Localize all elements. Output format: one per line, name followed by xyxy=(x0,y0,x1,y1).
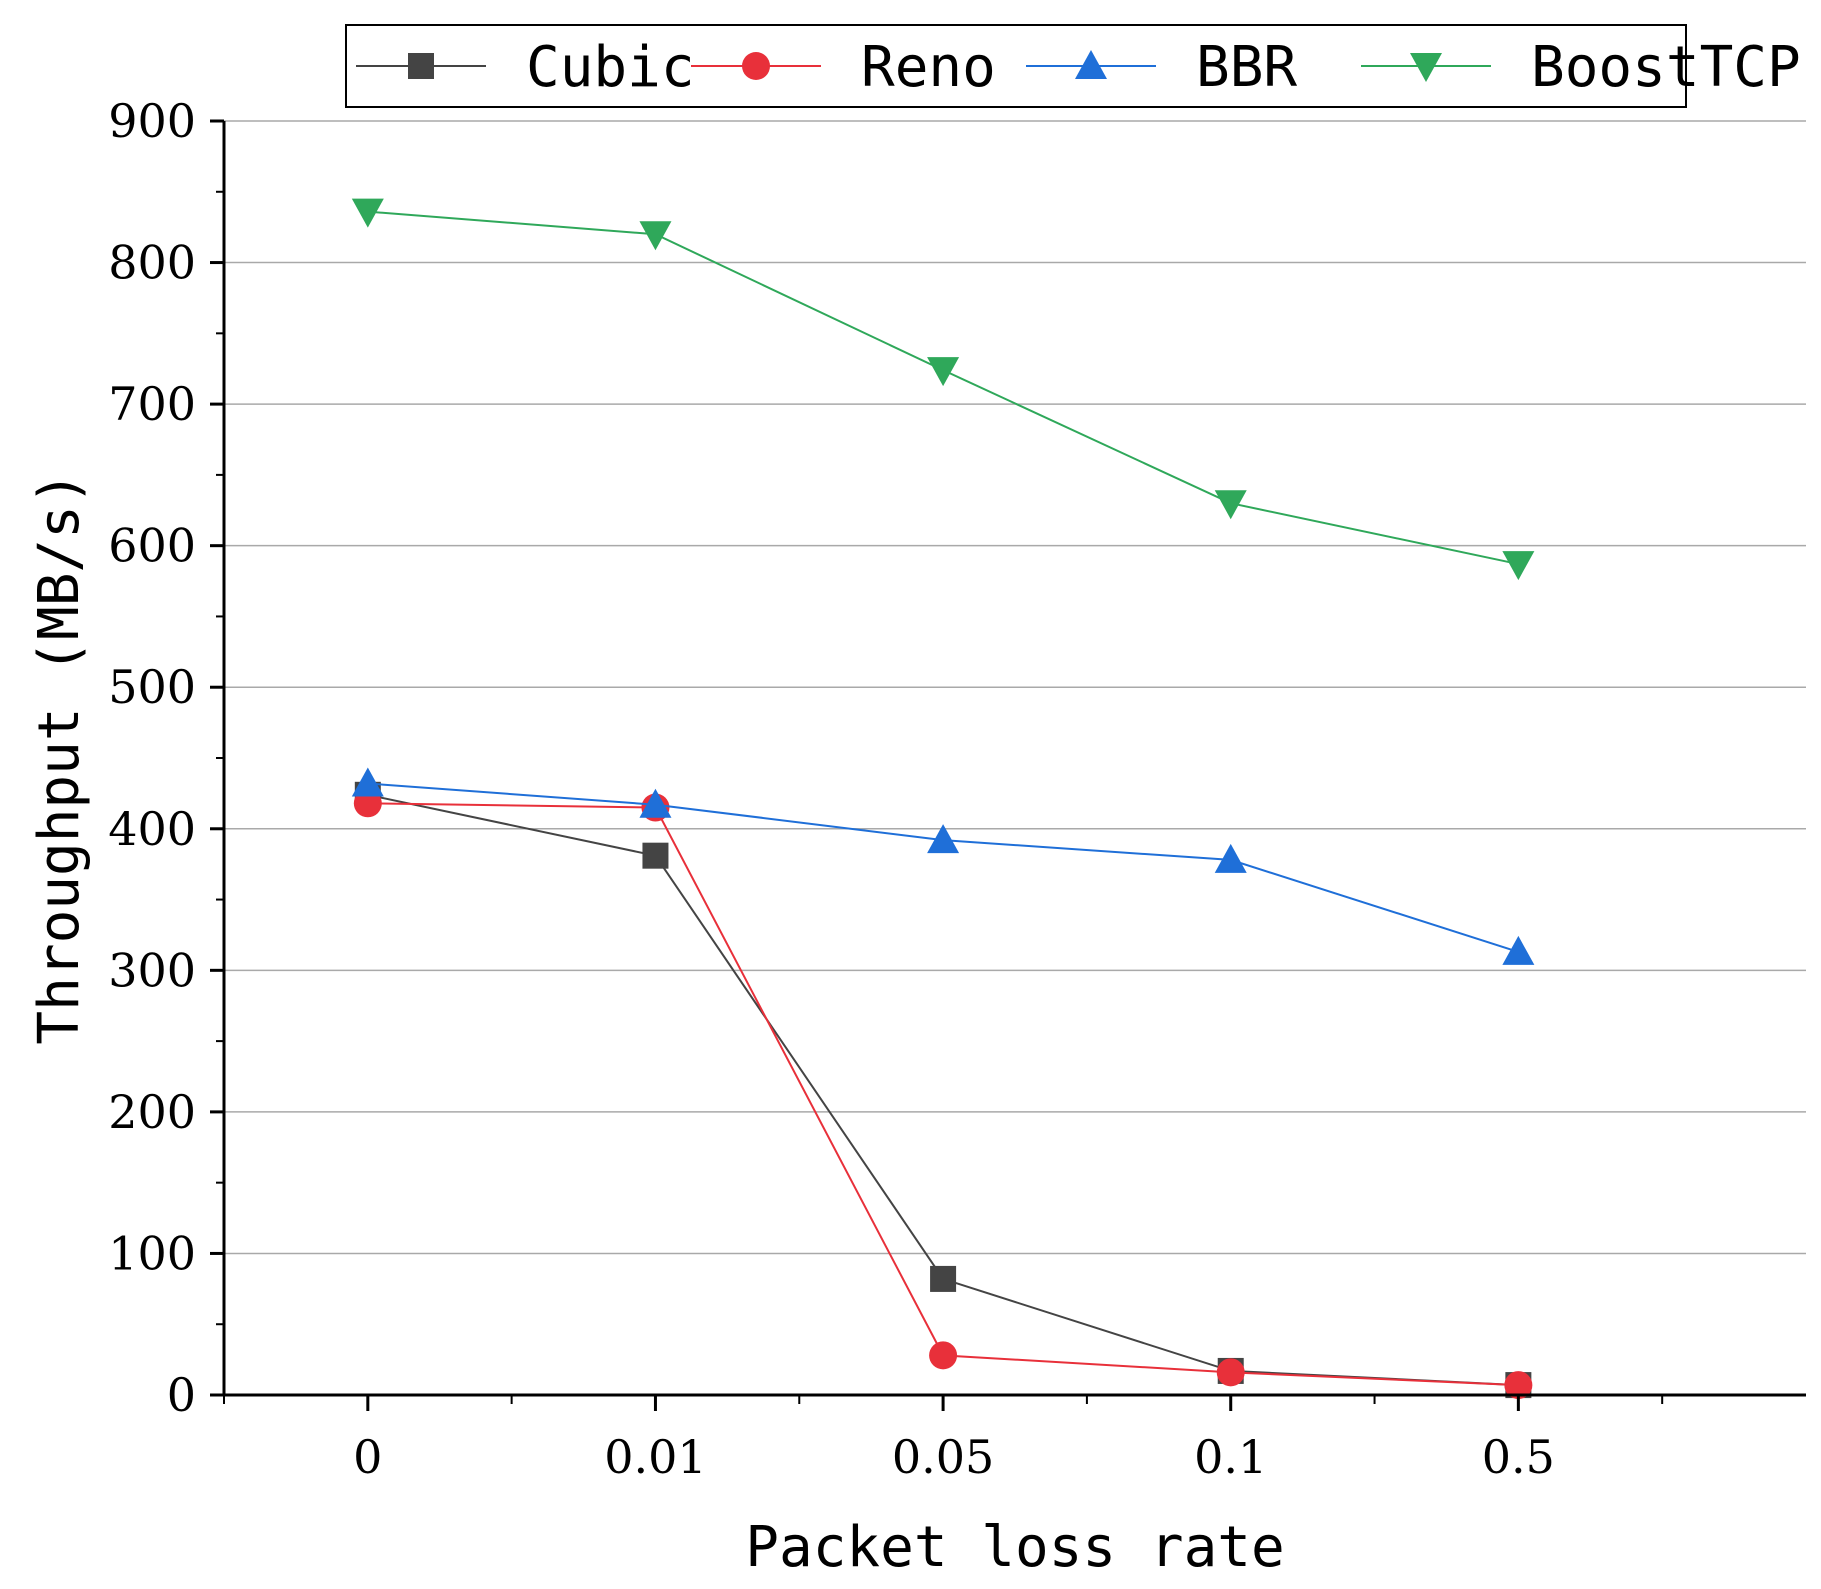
x-tick-label: 0.01 xyxy=(604,1430,706,1484)
x-axis-title: Packet loss rate xyxy=(745,1515,1284,1580)
legend-item-boosttcp: BoostTCP xyxy=(1361,35,1801,100)
series-layer xyxy=(351,198,1535,1400)
y-tick-label: 200 xyxy=(108,1085,196,1139)
y-tick-label: 100 xyxy=(108,1226,196,1280)
legend-label-bbr: BBR xyxy=(1196,35,1297,100)
series-line-reno xyxy=(367,802,1519,1387)
x-tick-label: 0.5 xyxy=(1482,1430,1555,1484)
legend-label-cubic: Cubic xyxy=(526,35,695,100)
data-point-cubic xyxy=(930,1265,957,1292)
data-point-boosttcp xyxy=(639,221,672,251)
y-tick-label: 700 xyxy=(108,377,196,431)
data-point-cubic xyxy=(642,842,669,869)
series-line-boosttcp xyxy=(367,210,1519,566)
data-point-bbr xyxy=(1502,935,1535,965)
legend-marker-reno xyxy=(742,52,770,80)
legend-item-cubic: Cubic xyxy=(356,35,695,100)
data-point-bbr xyxy=(1214,843,1247,873)
y-tick-label: 500 xyxy=(108,660,196,714)
data-point-reno xyxy=(1504,1371,1533,1400)
y-tick-label: 800 xyxy=(108,236,196,290)
series-cubic xyxy=(354,781,1532,1399)
data-point-boosttcp xyxy=(927,357,960,387)
y-tick-label: 900 xyxy=(108,94,196,148)
x-tick-label: 0 xyxy=(353,1430,382,1484)
y-axis-title: Throughput (MB/s) xyxy=(27,471,92,1044)
axis-ticks: 0 100 200 300 400 500 600 700 800 900 0 0.01 0.05 0.1… xyxy=(108,94,1664,1484)
data-point-reno xyxy=(1216,1358,1245,1387)
y-tick-label: 600 xyxy=(108,519,196,573)
series-line-cubic xyxy=(367,793,1519,1387)
legend-items: Cubic Reno BBR BoostTCP xyxy=(356,35,1801,100)
y-tick-label: 300 xyxy=(108,943,196,997)
series-boosttcp xyxy=(351,198,1535,581)
data-point-reno xyxy=(929,1341,958,1370)
series-line-bbr xyxy=(367,782,1519,953)
series-reno xyxy=(353,789,1533,1400)
x-tick-label: 0.1 xyxy=(1194,1430,1267,1484)
legend-label-reno: Reno xyxy=(861,35,996,100)
data-point-bbr xyxy=(639,788,672,818)
legend: Cubic Reno BBR BoostTCP xyxy=(345,24,1801,108)
data-point-boosttcp xyxy=(351,198,384,228)
y-tick-label: 400 xyxy=(108,802,196,856)
x-tick-label: 0.05 xyxy=(892,1430,994,1484)
legend-marker-bbr xyxy=(1075,50,1107,79)
legend-item-bbr: BBR xyxy=(1026,35,1297,100)
legend-item-reno: Reno xyxy=(691,35,996,100)
data-point-bbr xyxy=(351,767,384,797)
legend-marker-boosttcp xyxy=(1410,53,1442,82)
axes xyxy=(222,121,1806,1397)
grid-lines xyxy=(224,120,1806,1255)
y-tick-label: 0 xyxy=(167,1368,196,1422)
series-bbr xyxy=(351,767,1535,965)
legend-marker-cubic xyxy=(408,53,434,79)
data-point-boosttcp xyxy=(1214,490,1247,520)
data-point-bbr xyxy=(927,824,960,854)
data-point-boosttcp xyxy=(1502,551,1535,581)
legend-label-boosttcp: BoostTCP xyxy=(1531,35,1801,100)
